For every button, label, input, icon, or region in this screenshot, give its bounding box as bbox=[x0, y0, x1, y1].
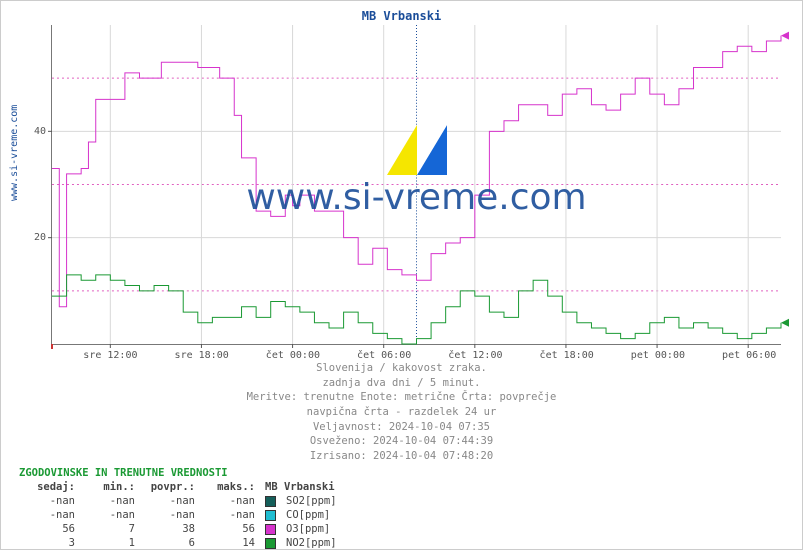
legend-val: -nan bbox=[81, 509, 139, 521]
x-tick-label: čet 06:00 bbox=[357, 350, 411, 361]
y-tick-label: 40 bbox=[34, 126, 46, 137]
caption-line: Osveženo: 2024-10-04 07:44:39 bbox=[1, 434, 802, 449]
x-tick-label: pet 00:00 bbox=[631, 350, 685, 361]
x-tick-label: pet 06:00 bbox=[722, 350, 776, 361]
legend-val: 56 bbox=[201, 523, 259, 535]
legend-val: -nan bbox=[201, 509, 259, 521]
legend-val: -nan bbox=[141, 495, 199, 507]
legend-col: min.: bbox=[81, 481, 139, 493]
caption-line: Izrisano: 2024-10-04 07:48:20 bbox=[1, 449, 802, 464]
chart-title: MB Vrbanski bbox=[1, 9, 802, 23]
y-tick-label: 20 bbox=[34, 232, 46, 243]
legend-row: -nan-nan-nan-nanSO2[ppm] bbox=[21, 495, 341, 507]
legend-val: -nan bbox=[81, 495, 139, 507]
legend-val: -nan bbox=[201, 495, 259, 507]
x-tick-label: sre 12:00 bbox=[83, 350, 137, 361]
legend-title: ZGODOVINSKE IN TRENUTNE VREDNOSTI bbox=[19, 467, 343, 479]
legend-col: MB Vrbanski bbox=[261, 481, 341, 493]
legend-val: -nan bbox=[21, 509, 79, 521]
legend-block: ZGODOVINSKE IN TRENUTNE VREDNOSTI sedaj:… bbox=[19, 467, 343, 551]
legend-val: 38 bbox=[141, 523, 199, 535]
legend-row: 5673856O3[ppm] bbox=[21, 523, 341, 535]
watermark-logo bbox=[387, 125, 447, 175]
legend-swatch bbox=[265, 524, 276, 535]
legend-row: 31614 NO2[ppm] bbox=[21, 537, 341, 549]
legend-name: CO[ppm] bbox=[282, 509, 341, 521]
legend-val: 7 bbox=[81, 523, 139, 535]
legend-val: -nan bbox=[141, 509, 199, 521]
legend-val: 14 bbox=[201, 537, 259, 549]
legend-val: 1 bbox=[81, 537, 139, 549]
chart-plot-area: www.si-vreme.com 2040sre 12:00sre 18:00č… bbox=[51, 25, 781, 345]
legend-swatch bbox=[265, 510, 276, 521]
caption-line: Meritve: trenutne Enote: metrične Črta: … bbox=[1, 390, 802, 405]
legend-table: sedaj:min.:povpr.:maks.:MB Vrbanski-nan-… bbox=[19, 479, 343, 551]
legend-swatch bbox=[265, 538, 276, 549]
legend-col: povpr.: bbox=[141, 481, 199, 493]
legend-header-row: sedaj:min.:povpr.:maks.:MB Vrbanski bbox=[21, 481, 341, 493]
legend-name: SO2[ppm] bbox=[282, 495, 341, 507]
legend-val: 6 bbox=[141, 537, 199, 549]
legend-name: O3[ppm] bbox=[282, 523, 341, 535]
x-tick-label: čet 00:00 bbox=[266, 350, 320, 361]
x-tick-label: čet 18:00 bbox=[540, 350, 594, 361]
legend-val: 3 bbox=[21, 537, 79, 549]
caption-line: Veljavnost: 2024-10-04 07:35 bbox=[1, 420, 802, 435]
legend-col: sedaj: bbox=[21, 481, 79, 493]
legend-row: -nan-nan-nan-nanCO[ppm] bbox=[21, 509, 341, 521]
caption-line: navpična črta - razdelek 24 ur bbox=[1, 405, 802, 420]
legend-swatch bbox=[265, 496, 276, 507]
caption-line: Slovenija / kakovost zraka. bbox=[1, 361, 802, 376]
x-tick-label: čet 12:00 bbox=[448, 350, 502, 361]
caption-line: zadnja dva dni / 5 minut. bbox=[1, 376, 802, 391]
chart-caption: Slovenija / kakovost zraka.zadnja dva dn… bbox=[1, 361, 802, 464]
legend-col: maks.: bbox=[201, 481, 259, 493]
watermark-text: www.si-vreme.com bbox=[52, 177, 781, 218]
legend-val: 56 bbox=[21, 523, 79, 535]
legend-name: NO2[ppm] bbox=[282, 537, 341, 549]
x-tick-label: sre 18:00 bbox=[175, 350, 229, 361]
legend-val: -nan bbox=[21, 495, 79, 507]
y-axis-label: www.si-vreme.com bbox=[9, 105, 20, 201]
